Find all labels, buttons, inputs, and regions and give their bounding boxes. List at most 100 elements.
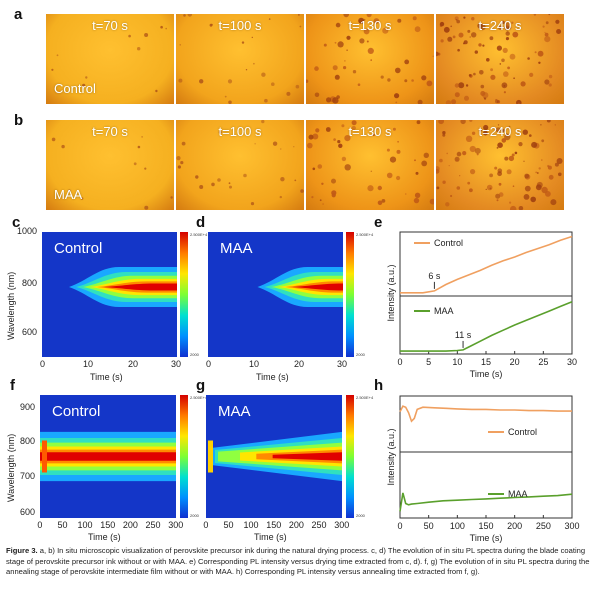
crystal-speck — [502, 47, 508, 54]
crystal-speck — [389, 156, 397, 163]
x-axis-label-c: Time (s) — [90, 372, 123, 382]
crystal-speck — [337, 41, 344, 48]
micrograph-tile: t=240 s — [436, 120, 564, 210]
crystal-speck — [432, 55, 434, 57]
crystal-speck — [533, 14, 537, 16]
crystal-speck — [456, 186, 461, 190]
colorbar-c — [180, 232, 188, 357]
crystal-speck — [454, 156, 460, 162]
crystal-speck — [451, 99, 457, 104]
micrograph-tile: t=130 s — [306, 120, 434, 210]
crystal-speck — [396, 149, 401, 154]
crystal-speck — [509, 53, 516, 60]
crystal-speck — [382, 27, 389, 34]
crystal-speck — [523, 194, 530, 200]
y-axis-label-f: Wavelength (nm) — [6, 433, 16, 502]
crystal-speck — [325, 127, 331, 132]
panel-label-g: g — [196, 377, 206, 394]
crystal-speck — [397, 18, 402, 23]
crystal-speck — [467, 181, 471, 185]
crystal-speck — [454, 83, 460, 88]
crystal-speck — [497, 142, 503, 148]
x-tick: 10 — [249, 359, 260, 369]
x-tick: 50 — [223, 520, 234, 530]
crystal-speck — [537, 50, 544, 57]
crystal-speck — [128, 34, 131, 38]
crystal-speck — [503, 71, 509, 77]
crystal-speck — [80, 197, 84, 200]
crystal-speck — [181, 141, 186, 146]
crystal-speck — [490, 68, 493, 72]
crystal-speck — [426, 80, 433, 87]
heatmap-group-label: Control — [54, 240, 103, 257]
micrograph-tile: t=100 s — [176, 14, 304, 104]
crystal-speck — [243, 173, 247, 178]
onset-annotation: 6 s — [428, 271, 441, 281]
crystal-speck — [523, 160, 525, 162]
crystal-speck — [370, 170, 372, 172]
crystal-speck — [556, 29, 562, 34]
panel-label-b: b — [14, 112, 24, 129]
crystal-speck — [229, 185, 232, 189]
crystal-speck — [520, 81, 526, 87]
crystal-speck — [373, 18, 380, 24]
crystal-speck — [544, 79, 550, 85]
heatmap-group-label: MAA — [220, 240, 253, 257]
crystal-speck — [180, 161, 184, 165]
x-tick-label: 0 — [397, 521, 402, 531]
crystal-speck — [504, 133, 511, 141]
crystal-speck — [496, 45, 502, 51]
crystal-speck — [482, 44, 485, 47]
crystal-speck — [177, 165, 181, 169]
x-tick: 10 — [83, 359, 94, 369]
crystal-speck — [465, 84, 469, 87]
x-tick-label: 300 — [564, 521, 579, 531]
time-label: t=100 s — [218, 124, 262, 139]
crystal-speck — [133, 162, 137, 166]
micrograph-tile: t=100 s — [176, 120, 304, 210]
crystal-speck — [359, 38, 365, 44]
x-tick-label: 200 — [507, 521, 522, 531]
crystal-speck — [474, 50, 478, 54]
y-tick: 600 — [20, 507, 36, 517]
crystal-speck — [518, 206, 524, 210]
crystal-speck — [536, 181, 543, 188]
panel-label-e: e — [374, 214, 383, 231]
crystal-speck — [306, 79, 309, 83]
crystal-speck — [414, 26, 421, 33]
crystal-speck — [509, 201, 512, 204]
crystal-speck — [497, 168, 503, 173]
crystal-speck — [211, 182, 215, 187]
time-label: t=70 s — [92, 18, 128, 33]
crystal-speck — [544, 32, 549, 37]
crystal-speck — [210, 23, 213, 26]
x-tick-label: 20 — [510, 357, 520, 367]
legend-label: Control — [434, 238, 463, 248]
crystal-speck — [280, 177, 285, 182]
crystal-speck — [397, 140, 399, 143]
panel-label-d: d — [196, 214, 206, 231]
crystal-speck — [442, 133, 446, 137]
crystal-speck — [478, 43, 482, 47]
crystal-speck — [501, 138, 507, 143]
crystal-speck — [343, 66, 347, 70]
crystal-speck — [450, 194, 453, 198]
crystal-speck — [548, 174, 554, 180]
x-tick-label: 150 — [478, 521, 493, 531]
crystal-speck — [471, 131, 476, 135]
crystal-speck — [392, 127, 396, 131]
x-tick: 30 — [171, 359, 182, 369]
crystal-speck — [455, 19, 458, 21]
crystal-speck — [395, 67, 401, 74]
crystal-speck — [484, 97, 487, 100]
crystal-speck — [51, 68, 54, 71]
crystal-speck — [396, 175, 401, 181]
x-tick: 150 — [100, 520, 116, 530]
crystal-speck — [299, 25, 302, 28]
crystal-speck — [522, 129, 528, 135]
heatmap-control-annealing: Control — [40, 395, 176, 518]
crystal-speck — [442, 131, 446, 135]
crystal-speck — [474, 147, 481, 154]
colorbar-g — [346, 395, 354, 518]
crystal-speck — [224, 95, 227, 98]
